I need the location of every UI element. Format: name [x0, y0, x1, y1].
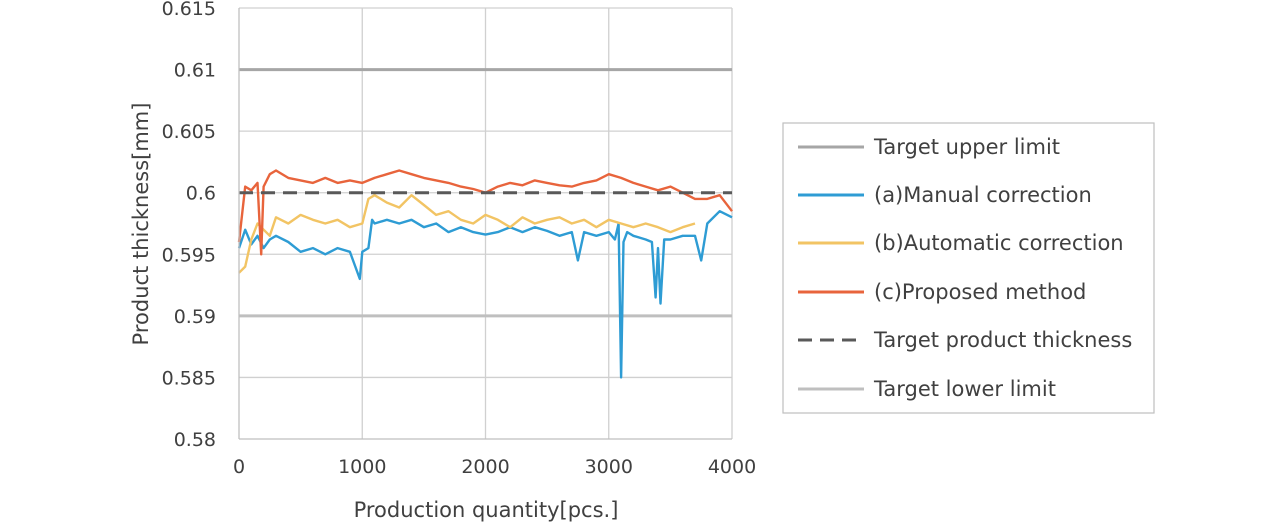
x-tick-label: 0: [233, 456, 245, 478]
legend-label: (b)Automatic correction: [874, 231, 1124, 255]
legend-box: [782, 122, 1155, 414]
legend-label: Target product thickness: [873, 328, 1132, 352]
axes: [238, 8, 732, 440]
y-tick-label: 0.585: [162, 367, 216, 389]
gridlines: [239, 7, 733, 439]
series-line-2: [238, 193, 696, 274]
x-axis-title: Production quantity[pcs.]: [354, 498, 619, 522]
y-tick-label: 0.615: [162, 0, 216, 20]
series-lines: [237, 68, 733, 379]
x-tick-label: 2000: [461, 456, 509, 478]
y-tick-label: 0.6: [186, 183, 216, 205]
tick-labels: 0.58 0.585 0.59 0.595 0.6 0.605 0.61 0.615 0 1000…: [162, 0, 757, 478]
y-axis-title: Product thickness[mm]: [129, 103, 153, 346]
legend: Target upper limit (a)Manual correction (b…: [782, 122, 1155, 414]
legend-label: Target upper limit: [873, 135, 1060, 159]
legend-label: (a)Manual correction: [874, 183, 1092, 207]
y-tick-label: 0.595: [162, 244, 216, 266]
y-tick-label: 0.59: [174, 306, 216, 328]
y-tick-label: 0.61: [174, 60, 216, 82]
x-tick-label: 3000: [585, 456, 633, 478]
series-line-3: [237, 169, 733, 256]
x-tick-label: 4000: [708, 456, 756, 478]
y-tick-label: 0.58: [174, 429, 216, 451]
y-tick-label: 0.605: [162, 121, 216, 143]
x-tick-label: 1000: [338, 456, 386, 478]
legend-label: (c)Proposed method: [874, 280, 1086, 304]
legend-label: Target lower limit: [873, 377, 1056, 401]
